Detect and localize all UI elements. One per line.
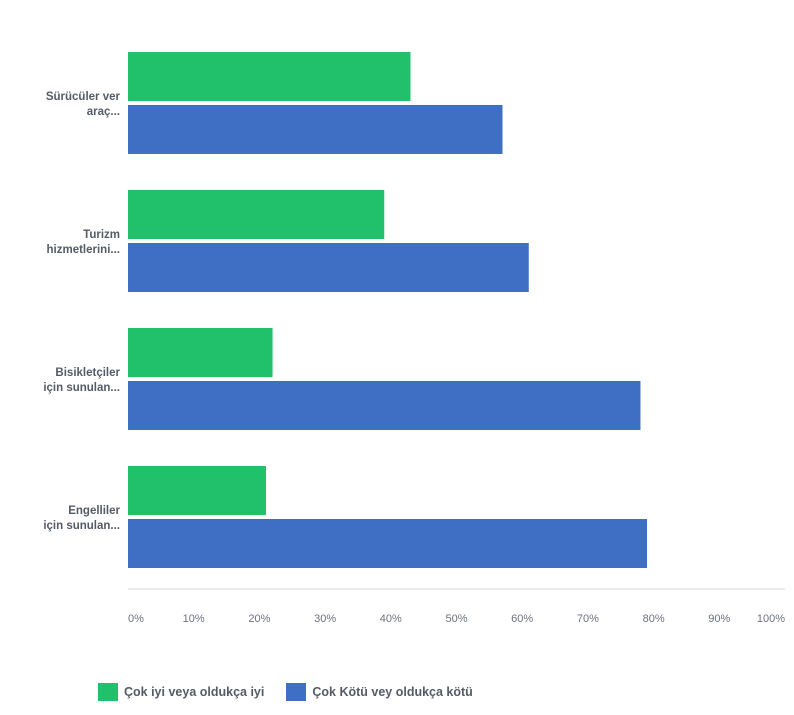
bar-good-1[interactable] — [128, 190, 385, 239]
x-tick-label: 30% — [314, 613, 336, 625]
category-label-line: Engelliler — [68, 505, 120, 517]
bar-bad-0[interactable] — [128, 105, 503, 154]
category-label-line: için sunulan... — [43, 520, 120, 532]
legend-swatch-bad — [286, 683, 307, 701]
category-label-3: Engelliler için sunulan... — [43, 505, 120, 532]
category-label-line: Turizm — [83, 229, 120, 241]
x-tick-label: 40% — [380, 613, 402, 625]
x-tick-label: 80% — [643, 613, 665, 625]
bar-good-2[interactable] — [128, 328, 273, 377]
category-labels: Sürücüler ver araç... Turizm hizmetlerini..… — [43, 91, 120, 532]
legend-swatch-good — [98, 683, 118, 701]
legend-label-bad: Çok Kötü vey oldukça kötü — [312, 685, 473, 699]
legend-label-good: Çok iyi veya oldukça iyi — [124, 685, 265, 699]
category-label-line: Sürücüler ver — [46, 91, 121, 103]
legend-item-bad[interactable]: Çok Kötü vey oldukça kötü — [286, 683, 473, 701]
bar-bad-3[interactable] — [128, 519, 648, 568]
legend: Çok iyi veya oldukça iyi Çok Kötü vey ol… — [98, 683, 473, 701]
category-label-0: Sürücüler ver araç... — [46, 91, 121, 118]
x-tick-label: 20% — [248, 613, 270, 625]
x-tick-labels: 0% 10% 20% 30% 40% 50% 60% 70% 80% 90% 100% — [128, 613, 785, 625]
legend-item-good[interactable]: Çok iyi veya oldukça iyi — [98, 683, 264, 701]
bar-bad-1[interactable] — [128, 243, 529, 292]
x-tick-label: 50% — [445, 613, 467, 625]
x-tick-label: 10% — [183, 613, 205, 625]
x-tick-label: 70% — [577, 613, 599, 625]
x-tick-label: 0% — [128, 613, 144, 625]
bar-bad-2[interactable] — [128, 381, 641, 430]
category-label-1: Turizm hizmetlerini... — [47, 229, 121, 256]
category-label-line: Bisikletçiler — [55, 367, 120, 379]
x-tick-label: 90% — [708, 613, 730, 625]
category-label-line: araç... — [87, 106, 120, 118]
bar-good-3[interactable] — [128, 466, 266, 515]
bars-group — [128, 52, 648, 568]
category-label-line: hizmetlerini... — [47, 244, 121, 256]
x-tick-label: 100% — [757, 613, 785, 625]
bar-good-0[interactable] — [128, 52, 411, 101]
category-label-line: için sunulan... — [43, 382, 120, 394]
x-tick-label: 60% — [511, 613, 533, 625]
category-label-2: Bisikletçiler için sunulan... — [43, 367, 120, 394]
